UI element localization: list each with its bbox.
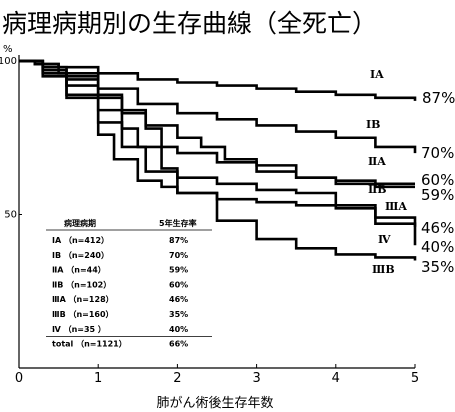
x-tick-label: 3 bbox=[252, 371, 260, 386]
table-cell: 70% bbox=[169, 251, 188, 260]
series-name-label: IB bbox=[366, 118, 380, 131]
series-line bbox=[19, 59, 417, 154]
table-cell: ⅢB （n=160） bbox=[52, 309, 114, 319]
x-tick-label: 0 bbox=[15, 371, 23, 386]
x-axis-label: 肺がん術後生存年数 bbox=[156, 396, 273, 411]
axes: 0 1 2 3 4 5 100 50 bbox=[0, 55, 419, 386]
series-end-value-label: 35% bbox=[421, 258, 454, 276]
table-header: 病理病期 bbox=[64, 218, 96, 228]
series-end-value-label: 87% bbox=[422, 89, 455, 107]
series-line bbox=[19, 59, 417, 227]
chart-title: 病理病期別の生存曲線（全死亡） bbox=[2, 9, 378, 38]
y-unit-label: % bbox=[3, 44, 13, 55]
table-cell: 60% bbox=[169, 280, 188, 289]
series-group: IA 87% IB 70% ⅡA 59% ⅡB 60% ⅢA 46% Ⅳ 40% ⅢB 35% bbox=[19, 59, 455, 276]
x-tick-label: 4 bbox=[332, 371, 340, 386]
table-cell: ⅠB （n=240） bbox=[52, 250, 109, 260]
table-cell: ⅠA （n=412） bbox=[52, 235, 109, 245]
table-cell: ⅡB （n=102） bbox=[52, 279, 111, 289]
y-tick-label: 50 bbox=[4, 210, 17, 221]
table-cell: ⅢA （n=128） bbox=[52, 294, 114, 304]
series-name-label: ⅡA bbox=[368, 155, 386, 168]
series-name-label: ⅡB bbox=[368, 183, 387, 196]
series-end-value-label: 60% bbox=[421, 171, 454, 189]
series-name-label: IA bbox=[370, 68, 384, 81]
table-cell: total （n=1121） bbox=[52, 339, 127, 349]
series-line bbox=[19, 59, 417, 261]
series-name-label: Ⅳ bbox=[378, 233, 391, 246]
x-tick-label: 1 bbox=[94, 371, 102, 386]
table-cell: 35% bbox=[169, 310, 188, 319]
series-end-value-label: 40% bbox=[421, 238, 454, 256]
series-end-value-label: 59% bbox=[421, 186, 454, 204]
x-tick-label: 2 bbox=[173, 371, 181, 386]
table-cell: 87% bbox=[169, 236, 188, 245]
series-end-value-label: 70% bbox=[421, 144, 454, 162]
series-line bbox=[19, 59, 415, 186]
table-cell: ⅡA （n=44） bbox=[52, 265, 106, 275]
table-header: 5年生存率 bbox=[159, 218, 197, 228]
table-cell: 40% bbox=[169, 325, 188, 334]
x-tick-label: 5 bbox=[411, 371, 419, 386]
table-cell: 46% bbox=[169, 295, 188, 304]
series-name-label: ⅢB bbox=[372, 263, 395, 276]
table-cell: Ⅳ （n=35 ） bbox=[52, 324, 106, 334]
series-end-value-label: 46% bbox=[421, 219, 454, 237]
table-cell: 59% bbox=[169, 266, 188, 275]
series-name-label: ⅢA bbox=[385, 200, 407, 213]
table-cell: 66% bbox=[169, 340, 188, 349]
y-tick-label: 100 bbox=[0, 56, 17, 67]
survival-table: 病理病期 5年生存率 ⅠA （n=412） 87% ⅠB （n=240） 70% ⅡA （n… bbox=[46, 218, 212, 349]
